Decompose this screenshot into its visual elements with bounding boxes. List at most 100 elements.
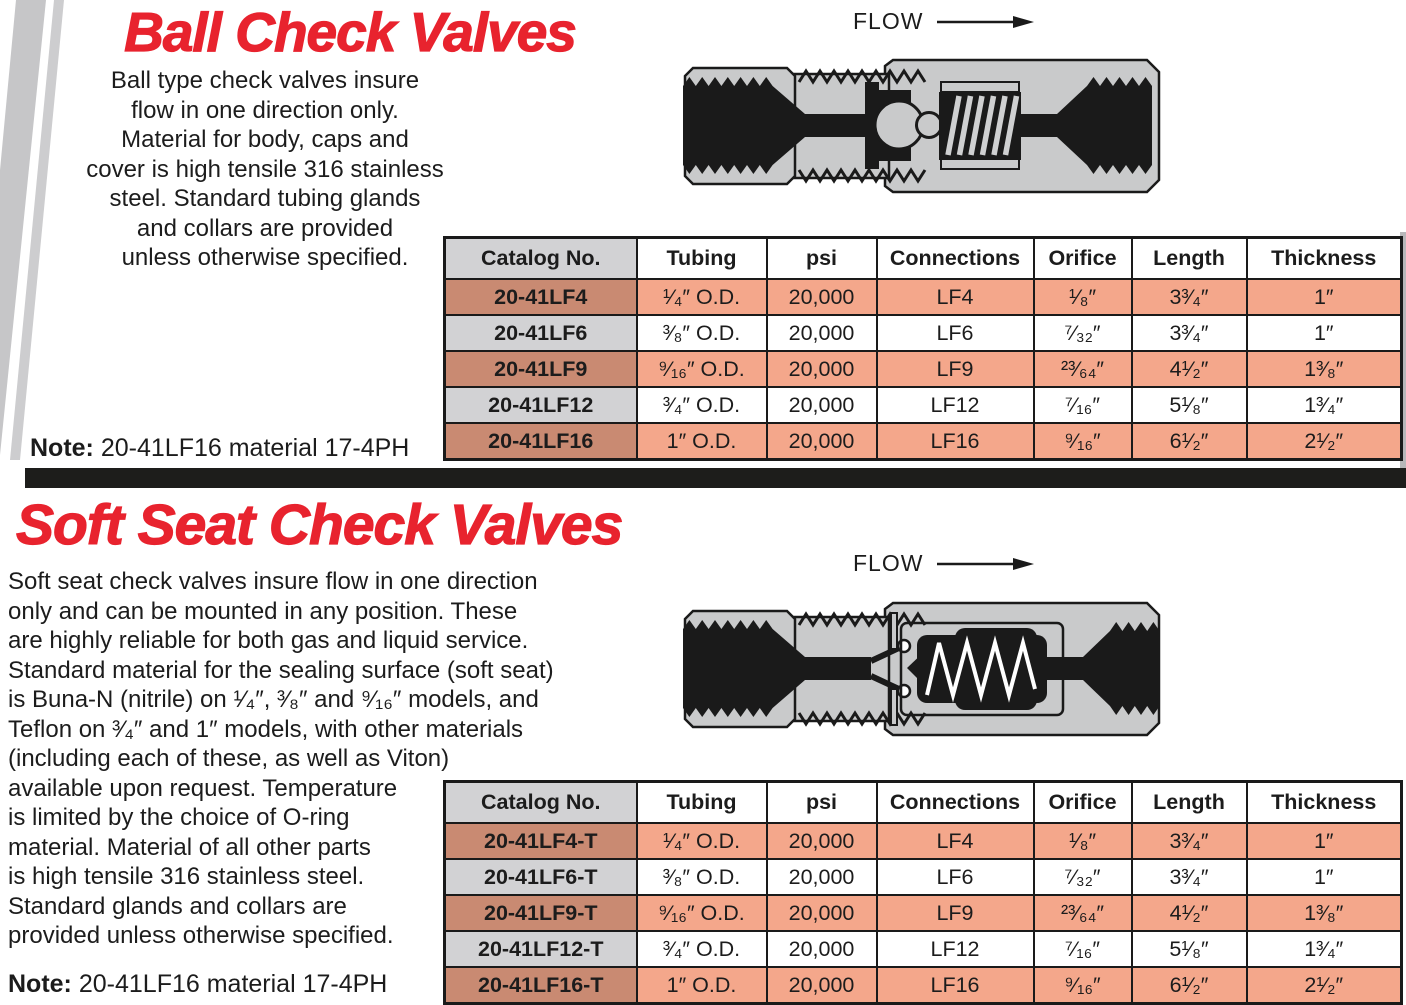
flow-indicator: FLOW bbox=[853, 8, 1035, 35]
text-line: Standard material for the sealing surfac… bbox=[8, 656, 554, 684]
table-cell: 3³⁄₄″ bbox=[1130, 858, 1248, 896]
column-header: psi bbox=[765, 780, 878, 824]
ball-section-note: Note: 20-41LF16 material 17-4PH bbox=[30, 434, 409, 463]
table-cell: LF12 bbox=[875, 930, 1035, 968]
table-cell: 6¹⁄₂″ bbox=[1130, 422, 1248, 461]
table-cell: ²³⁄₆₄″ bbox=[1032, 894, 1133, 932]
table-header-row: Catalog No. Tubing psi Connections Orifi… bbox=[443, 780, 1403, 824]
ball-section-title: Ball Check Valves bbox=[123, 0, 577, 63]
table-cell: 20,000 bbox=[765, 858, 878, 896]
table-row: 20-41LF9-T ⁹⁄₁₆″ O.D. 20,000 LF9 ²³⁄₆₄″ 4¹⁄₂″… bbox=[443, 894, 1403, 932]
table-cell: ¹⁄₈″ bbox=[1032, 278, 1133, 316]
table-cell: 5¹⁄₈″ bbox=[1130, 386, 1248, 424]
table-cell: LF16 bbox=[875, 966, 1035, 1005]
section-divider-bar bbox=[25, 468, 1406, 488]
table-cell: ⁹⁄₁₆″ O.D. bbox=[635, 894, 768, 932]
table-header-row: Catalog No. Tubing psi Connections Orifi… bbox=[443, 236, 1403, 280]
note-label: Note: bbox=[8, 970, 72, 998]
ball-valves-spec-table: Catalog No. Tubing psi Connections Orifi… bbox=[443, 236, 1403, 461]
catalog-cell: 20-41LF6 bbox=[443, 314, 638, 352]
table-row: 20-41LF16-T 1″ O.D. 20,000 LF16 ⁹⁄₁₆″ 6¹⁄₂″ 2¹… bbox=[443, 966, 1403, 1005]
table-cell: ¹⁄₈″ bbox=[1032, 822, 1133, 860]
ball-section-paragraph: Ball type check valves insure flow in one… bbox=[58, 66, 472, 273]
table-row: 20-41LF4-T ¹⁄₄″ O.D. 20,000 LF4 ¹⁄₈″ 3³⁄₄″ 1″ bbox=[443, 822, 1403, 860]
table-cell: 6¹⁄₂″ bbox=[1130, 966, 1248, 1005]
soft-section-paragraph: Soft seat check valves insure flow in on… bbox=[8, 567, 593, 951]
text-line: Teflon on ³⁄₄″ and 1″ models, with other… bbox=[8, 715, 524, 743]
column-header: Connections bbox=[875, 236, 1035, 280]
table-cell: ⁷⁄₁₆″ bbox=[1032, 930, 1133, 968]
text-line: provided unless otherwise specified. bbox=[8, 922, 394, 949]
table-row: 20-41LF16 1″ O.D. 20,000 LF16 ⁹⁄₁₆″ 6¹⁄₂″ 2¹⁄₂… bbox=[443, 422, 1403, 461]
table-cell: LF6 bbox=[875, 858, 1035, 896]
text-line: and collars are provided bbox=[136, 214, 394, 242]
corner-diagonal-decoration bbox=[0, 0, 64, 460]
table-row: 20-41LF9 ⁹⁄₁₆″ O.D. 20,000 LF9 ²³⁄₆₄″ 4¹⁄₂″ 1³… bbox=[443, 350, 1403, 388]
table-cell: 20,000 bbox=[765, 422, 878, 461]
table-cell: ⁹⁄₁₆″ bbox=[1032, 966, 1133, 1005]
catalog-cell: 20-41LF16 bbox=[443, 422, 638, 461]
catalog-cell: 20-41LF9-T bbox=[443, 894, 638, 932]
table-cell: 3³⁄₄″ bbox=[1130, 822, 1248, 860]
table-cell: ¹⁄₄″ O.D. bbox=[635, 278, 768, 316]
table-cell: 1³⁄₈″ bbox=[1245, 350, 1403, 388]
table-cell: ⁷⁄₃₂″ bbox=[1032, 858, 1133, 896]
table-cell: ²³⁄₆₄″ bbox=[1032, 350, 1133, 388]
text-line: cover is high tensile 316 stainless bbox=[86, 155, 444, 183]
note-text: 20-41LF16 material 17-4PH bbox=[78, 970, 388, 998]
table-row: 20-41LF12 ³⁄₄″ O.D. 20,000 LF12 ⁷⁄₁₆″ 5¹⁄₈″ 1³… bbox=[443, 386, 1403, 424]
column-header: Length bbox=[1130, 780, 1248, 824]
column-header: Tubing bbox=[635, 236, 768, 280]
table-cell: 2¹⁄₂″ bbox=[1245, 422, 1403, 461]
table-cell: 1³⁄₄″ bbox=[1245, 930, 1403, 968]
table-cell: 20,000 bbox=[765, 278, 878, 316]
note-label: Note: bbox=[30, 434, 94, 462]
text-line: material. Material of all other parts bbox=[8, 833, 371, 861]
flow-arrow-icon bbox=[937, 557, 1035, 570]
table-cell: 3³⁄₄″ bbox=[1130, 278, 1248, 316]
table-cell: ³⁄₄″ O.D. bbox=[635, 386, 768, 424]
column-header: Length bbox=[1130, 236, 1248, 280]
table-cell: 20,000 bbox=[765, 386, 878, 424]
note-text: 20-41LF16 material 17-4PH bbox=[100, 434, 410, 462]
soft-section-note: Note: 20-41LF16 material 17-4PH bbox=[8, 970, 387, 999]
table-cell: 1″ O.D. bbox=[635, 422, 768, 461]
table-cell: 1″ bbox=[1245, 822, 1403, 860]
table-cell: 20,000 bbox=[765, 822, 878, 860]
table-cell: 20,000 bbox=[765, 966, 878, 1005]
table-cell: ⁷⁄₃₂″ bbox=[1032, 314, 1133, 352]
text-line: Material for body, caps and bbox=[121, 126, 409, 153]
text-line: is limited by the choice of O-ring bbox=[8, 804, 350, 831]
column-header: Catalog No. bbox=[443, 236, 638, 280]
text-line: are highly reliable for both gas and liq… bbox=[8, 627, 529, 654]
table-row: 20-41LF4 ¹⁄₄″ O.D. 20,000 LF4 ¹⁄₈″ 3³⁄₄″ 1″ bbox=[443, 278, 1403, 316]
text-line: available upon request. Temperature bbox=[8, 774, 398, 802]
table-row: 20-41LF6-T ³⁄₈″ O.D. 20,000 LF6 ⁷⁄₃₂″ 3³⁄₄″ 1″ bbox=[443, 858, 1403, 896]
table-row: 20-41LF6 ³⁄₈″ O.D. 20,000 LF6 ⁷⁄₃₂″ 3³⁄₄″ 1″ bbox=[443, 314, 1403, 352]
catalog-cell: 20-41LF4 bbox=[443, 278, 638, 316]
table-cell: ⁹⁄₁₆″ O.D. bbox=[635, 350, 768, 388]
table-cell: 5¹⁄₈″ bbox=[1130, 930, 1248, 968]
table-cell: 1″ O.D. bbox=[635, 966, 768, 1005]
flow-label: FLOW bbox=[853, 550, 924, 576]
table-cell: 4¹⁄₂″ bbox=[1130, 894, 1248, 932]
text-line: steel. Standard tubing glands bbox=[109, 185, 421, 212]
table-cell: LF16 bbox=[875, 422, 1035, 461]
catalog-cell: 20-41LF12 bbox=[443, 386, 638, 424]
column-header: Thickness bbox=[1245, 236, 1403, 280]
table-cell: 20,000 bbox=[765, 314, 878, 352]
catalog-cell: 20-41LF9 bbox=[443, 350, 638, 388]
column-header: Thickness bbox=[1245, 780, 1403, 824]
column-header: Orifice bbox=[1032, 236, 1133, 280]
table-cell: ¹⁄₄″ O.D. bbox=[635, 822, 768, 860]
table-cell: 20,000 bbox=[765, 350, 878, 388]
catalog-cell: 20-41LF6-T bbox=[443, 858, 638, 896]
column-header: Tubing bbox=[635, 780, 768, 824]
soft-seat-valves-spec-table: Catalog No. Tubing psi Connections Orifi… bbox=[443, 780, 1403, 1005]
table-cell: 1³⁄₈″ bbox=[1245, 894, 1403, 932]
table-cell: LF4 bbox=[875, 278, 1035, 316]
flow-indicator: FLOW bbox=[853, 550, 1035, 577]
ball-check-valve-diagram bbox=[683, 58, 1161, 194]
text-line: Soft seat check valves insure flow in on… bbox=[8, 568, 538, 595]
